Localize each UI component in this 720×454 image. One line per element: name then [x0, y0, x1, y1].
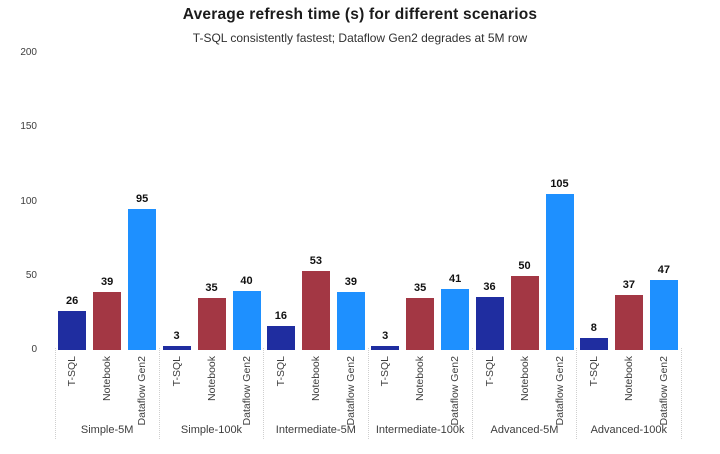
y-tick-label-0: 0: [31, 344, 37, 355]
y-tick-label-200: 200: [20, 47, 37, 58]
value-label-dataflow-gen2-intermediate-5m: 39: [344, 276, 357, 289]
group-separator: [471, 348, 473, 439]
group-separator: [263, 348, 265, 439]
value-label-notebook-simple-100k: 35: [205, 282, 218, 295]
group-label-intermediate-100k: Intermediate-100k: [375, 424, 465, 436]
bar-dataflow-gen2-intermediate-5m: [336, 292, 365, 350]
bar-t-sql-simple-100k: [162, 345, 191, 350]
group-label-intermediate-5m: Intermediate-5M: [275, 424, 356, 436]
bar-dataflow-gen2-intermediate-100k: [441, 289, 470, 350]
bar-t-sql-intermediate-100k: [371, 345, 400, 350]
bar-notebook-advanced-100k: [614, 295, 643, 350]
group-separator: [367, 348, 369, 439]
bar-t-sql-intermediate-5m: [266, 326, 295, 350]
y-tick-label-100: 100: [20, 195, 37, 207]
bar-dataflow-gen2-simple-100k: [232, 290, 261, 350]
group-separator: [158, 348, 160, 439]
bar-t-sql-advanced-100k: [579, 338, 608, 350]
bar-notebook-simple-5m: [93, 292, 122, 350]
chart-subtitle: T-SQL consistently fastest; Dataflow Gen…: [192, 31, 528, 45]
value-label-dataflow-gen2-advanced-100k: 47: [657, 264, 670, 277]
y-tick-label-50: 50: [25, 269, 37, 281]
value-label-t-sql-simple-100k: 3: [173, 329, 180, 342]
value-label-notebook-intermediate-100k: 35: [414, 282, 427, 295]
bar-t-sql-advanced-5m: [475, 296, 504, 350]
bar-notebook-intermediate-5m: [301, 271, 330, 350]
value-label-dataflow-gen2-simple-100k: 40: [240, 274, 253, 287]
value-label-dataflow-gen2-simple-5m: 95: [136, 192, 149, 205]
bar-dataflow-gen2-advanced-100k: [649, 280, 678, 350]
value-label-dataflow-gen2-intermediate-100k: 41: [449, 273, 462, 286]
bar-t-sql-simple-5m: [58, 311, 87, 350]
group-label-simple-100k: Simple-100k: [180, 424, 243, 436]
value-label-t-sql-advanced-5m: 36: [483, 280, 496, 293]
group-label-advanced-100k: Advanced-100k: [590, 424, 668, 436]
bar-dataflow-gen2-simple-5m: [128, 208, 157, 350]
value-label-t-sql-simple-5m: 26: [66, 295, 79, 308]
group-label-advanced-5m: Advanced-5M: [490, 424, 559, 436]
y-tick-label-150: 150: [20, 121, 37, 133]
group-separator: [54, 348, 56, 439]
bar-notebook-simple-100k: [197, 298, 226, 350]
value-label-t-sql-intermediate-100k: 3: [382, 329, 389, 342]
group-separator: [576, 348, 578, 439]
value-label-t-sql-intermediate-5m: 16: [274, 310, 287, 323]
chart-title: Average refresh time (s) for different s…: [182, 6, 538, 23]
bar-notebook-intermediate-100k: [406, 298, 435, 350]
group-separator: [680, 348, 682, 439]
value-label-notebook-advanced-5m: 50: [518, 259, 531, 272]
value-label-notebook-simple-5m: 39: [101, 276, 114, 289]
group-label-simple-5m: Simple-5M: [80, 424, 134, 436]
value-label-notebook-advanced-100k: 37: [622, 279, 635, 292]
value-label-dataflow-gen2-advanced-5m: 105: [550, 178, 569, 191]
value-label-t-sql-advanced-100k: 8: [590, 322, 597, 335]
bar-dataflow-gen2-advanced-5m: [545, 194, 574, 350]
bar-notebook-advanced-5m: [510, 275, 539, 350]
value-label-notebook-intermediate-5m: 53: [309, 255, 322, 268]
